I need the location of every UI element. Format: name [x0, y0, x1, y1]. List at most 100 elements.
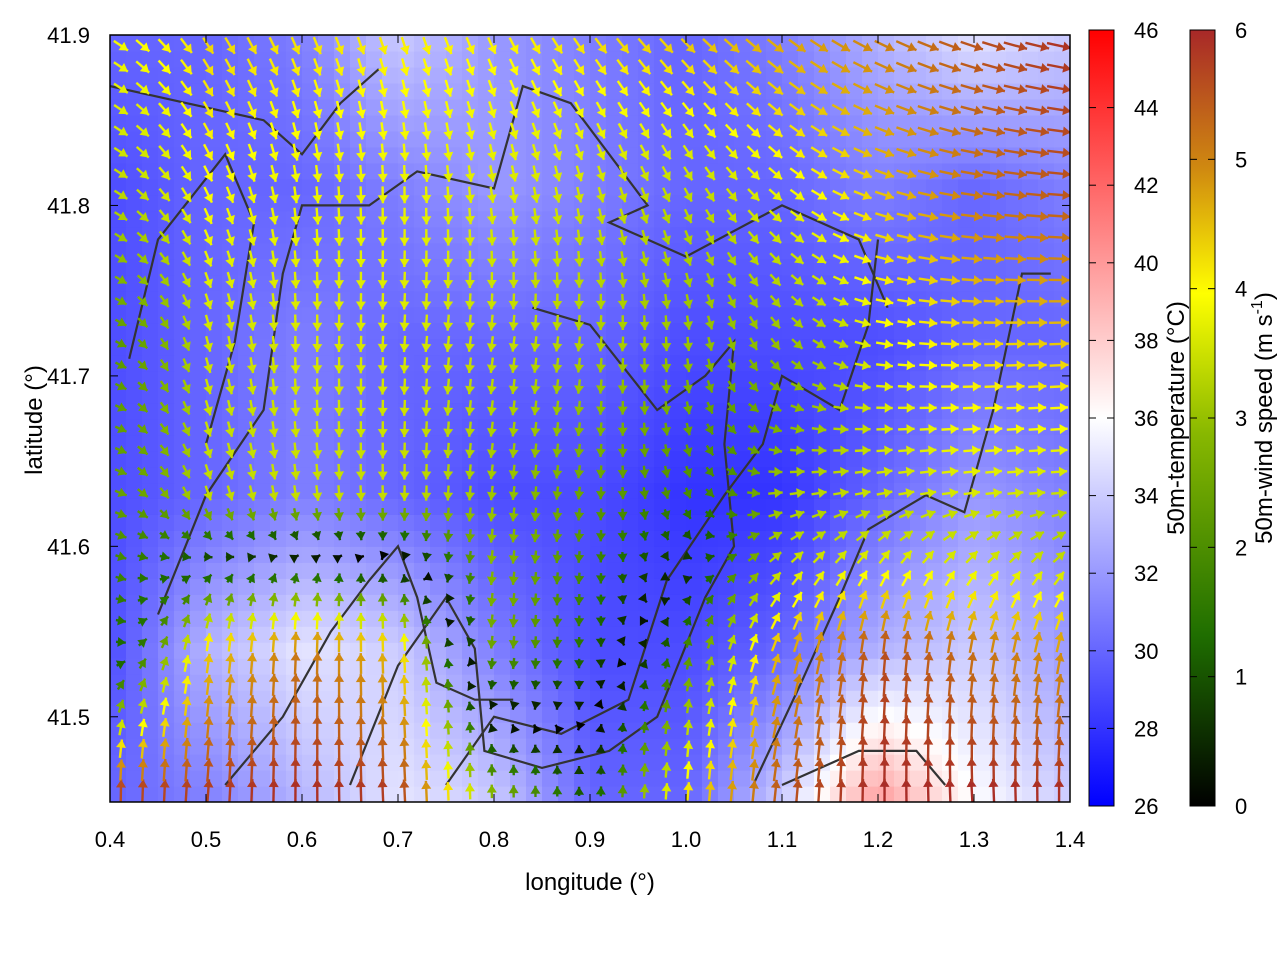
heatmap-cell [878, 770, 895, 787]
heatmap-cell [670, 482, 687, 499]
heatmap-cell [798, 722, 815, 739]
heatmap-cell [222, 514, 239, 531]
heatmap-cell [990, 578, 1007, 595]
heatmap-cell [446, 434, 463, 452]
heatmap-cell [254, 194, 271, 212]
heatmap-cell [558, 450, 575, 468]
heatmap-cell [366, 754, 383, 771]
heatmap-cell [286, 498, 303, 515]
x-tick-label: 1.3 [959, 827, 990, 852]
heatmap-cell [1038, 674, 1055, 691]
heatmap-cell [910, 626, 927, 643]
heatmap-cell [990, 370, 1007, 388]
heatmap-cell [590, 770, 607, 787]
heatmap-cell [206, 498, 223, 515]
heatmap-cell [494, 578, 511, 595]
heatmap-cell [1006, 434, 1023, 452]
colorbar-tick-label: 44 [1134, 96, 1158, 121]
heatmap-cell [254, 466, 271, 484]
x-tick-label: 1.1 [767, 827, 798, 852]
heatmap-cell [142, 738, 159, 755]
heatmap-cell [158, 562, 175, 579]
heatmap-cell [126, 194, 143, 212]
heatmap-cell [862, 50, 879, 68]
heatmap-cell [254, 658, 271, 675]
heatmap-cell [334, 626, 351, 643]
heatmap-cell [158, 706, 175, 723]
heatmap-cell [622, 786, 639, 802]
heatmap-cell [606, 66, 623, 84]
heatmap-cell [206, 370, 223, 388]
heatmap-cell [622, 578, 639, 595]
heatmap-cell [686, 578, 703, 595]
heatmap-cell [974, 658, 991, 675]
heatmap-cell [366, 178, 383, 196]
heatmap-cell [366, 674, 383, 691]
heatmap-cell [350, 706, 367, 723]
heatmap-cell [1038, 450, 1055, 468]
heatmap-cell [670, 35, 687, 52]
colorbar-tick-label: 1 [1235, 665, 1247, 690]
heatmap-cell [974, 530, 991, 547]
colorbar-tick-label: 0 [1235, 794, 1247, 819]
heatmap-cell [846, 786, 863, 802]
heatmap-cell [606, 386, 623, 404]
heatmap-cell [622, 354, 639, 372]
heatmap-cell [190, 258, 207, 276]
heatmap-cell [190, 402, 207, 420]
heatmap-cell [1022, 146, 1039, 164]
heatmap-cell [638, 434, 655, 452]
heatmap-cell [734, 418, 751, 436]
heatmap-cell [558, 178, 575, 196]
plot-area [109, 34, 1071, 803]
heatmap-cell [798, 50, 815, 68]
heatmap-cell [910, 642, 927, 659]
heatmap-cell [798, 754, 815, 771]
heatmap-cell [414, 306, 431, 324]
heatmap-cell [558, 546, 575, 563]
heatmap-cell [254, 66, 271, 84]
heatmap-cell [318, 386, 335, 404]
heatmap-cell [814, 722, 831, 739]
heatmap-cell [254, 754, 271, 771]
heatmap-cell [430, 498, 447, 515]
heatmap-cell [1022, 690, 1039, 707]
heatmap-cell [958, 402, 975, 420]
heatmap-cell [174, 242, 191, 260]
heatmap-cell [926, 290, 943, 308]
heatmap-cell [734, 274, 751, 292]
heatmap-cell [622, 690, 639, 707]
heatmap-cell [1038, 162, 1055, 180]
heatmap-cell [398, 498, 415, 515]
heatmap-cell [494, 306, 511, 324]
heatmap-cell [670, 114, 687, 132]
heatmap-cell [430, 178, 447, 196]
x-axis-title: longitude (°) [525, 869, 655, 896]
heatmap-cell [142, 642, 159, 659]
heatmap-cell [158, 626, 175, 643]
heatmap-cell [910, 226, 927, 244]
heatmap-cell [430, 194, 447, 212]
heatmap-cell [574, 226, 591, 244]
heatmap-cell [558, 770, 575, 787]
heatmap-cell [974, 514, 991, 531]
heatmap-cell [862, 690, 879, 707]
heatmap-cell [126, 770, 143, 787]
heatmap-cell [638, 770, 655, 787]
heatmap-cell [910, 306, 927, 324]
heatmap-cell [366, 242, 383, 260]
heatmap-cell [862, 370, 879, 388]
heatmap-cell [670, 754, 687, 771]
heatmap-cell [494, 738, 511, 755]
heatmap-cell [910, 722, 927, 739]
heatmap-cell [1054, 162, 1070, 180]
heatmap-cell [622, 498, 639, 515]
heatmap-cell [638, 690, 655, 707]
heatmap-cell [414, 242, 431, 260]
heatmap-cell [782, 434, 799, 452]
heatmap-cell [1006, 450, 1023, 468]
heatmap-cell [1038, 738, 1055, 755]
heatmap-cell [1022, 290, 1039, 308]
heatmap-cell [830, 690, 847, 707]
heatmap-cell [142, 434, 159, 452]
